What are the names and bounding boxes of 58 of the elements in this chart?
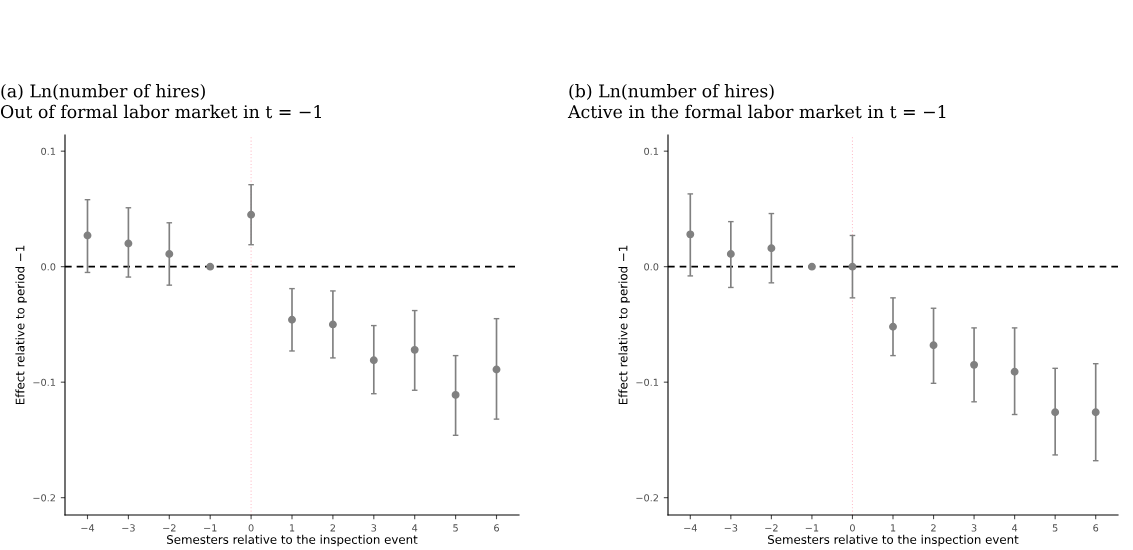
y-tick-label: 0.0 — [644, 263, 659, 271]
x-tick-label: −1 — [204, 524, 217, 532]
y-tick-label: 0.1 — [644, 147, 659, 155]
x-tick-label: 0 — [850, 524, 855, 532]
x-tick-label: 0 — [248, 524, 254, 532]
x-tick-label: 6 — [494, 524, 499, 532]
x-tick-label: −4 — [684, 524, 697, 532]
point — [1010, 367, 1019, 376]
point — [848, 262, 857, 271]
x-tick-label: 5 — [1052, 524, 1058, 532]
point — [686, 230, 695, 239]
point — [369, 356, 378, 365]
x-tick-label: −1 — [805, 524, 819, 532]
y-tick-label: −0.1 — [636, 378, 659, 387]
x-tick-label: −4 — [81, 524, 95, 532]
x-tick-label: 3 — [371, 524, 377, 532]
chart-title: (a) Ln(number of hires) Out of formal labor market in t = −1 — [0, 84, 321, 119]
y-axis-title: Effect relative to period −1 — [15, 245, 27, 405]
y-axis-title: Effect relative to period −1 — [618, 245, 630, 405]
x-axis-title: Semesters relative to the inspection event — [768, 534, 1019, 547]
y-tick-label: 0.0 — [41, 263, 56, 271]
point — [970, 360, 979, 369]
point — [929, 341, 938, 350]
point — [410, 345, 419, 354]
x-tick-label: 6 — [1093, 524, 1099, 532]
point — [124, 239, 133, 248]
x-tick-label: 1 — [289, 524, 295, 532]
point — [451, 390, 460, 399]
point — [889, 322, 897, 331]
x-tick-label: −2 — [163, 524, 176, 532]
point — [206, 262, 215, 271]
point — [807, 262, 816, 271]
x-tick-label: 4 — [412, 524, 418, 532]
y-tick-label: 0.1 — [41, 147, 56, 155]
x-tick-label: −2 — [765, 524, 778, 532]
point — [247, 210, 256, 219]
y-tick-label: −0.1 — [33, 378, 56, 387]
x-tick-label: 1 — [890, 524, 896, 532]
x-tick-label: 5 — [453, 524, 458, 532]
y-tick-label: −0.2 — [636, 494, 658, 502]
point — [83, 231, 92, 240]
x-axis-title: Semesters relative to the inspection event — [167, 534, 418, 547]
x-tick-label: −3 — [724, 524, 738, 532]
x-tick-label: 2 — [330, 524, 336, 532]
chart-title: (b) Ln(number of hires) Active in the formal labor market in t = −1 — [567, 84, 946, 119]
point — [767, 244, 776, 253]
point — [165, 250, 174, 258]
point — [328, 320, 337, 329]
point — [492, 365, 501, 374]
point — [726, 250, 735, 258]
x-tick-label: 4 — [1012, 524, 1018, 532]
point — [1051, 408, 1060, 417]
x-tick-label: 3 — [971, 524, 977, 532]
x-tick-label: −3 — [122, 524, 135, 532]
y-tick-label: −0.2 — [33, 494, 55, 502]
point — [1091, 408, 1100, 417]
x-tick-label: 2 — [931, 524, 936, 532]
point — [288, 315, 296, 324]
